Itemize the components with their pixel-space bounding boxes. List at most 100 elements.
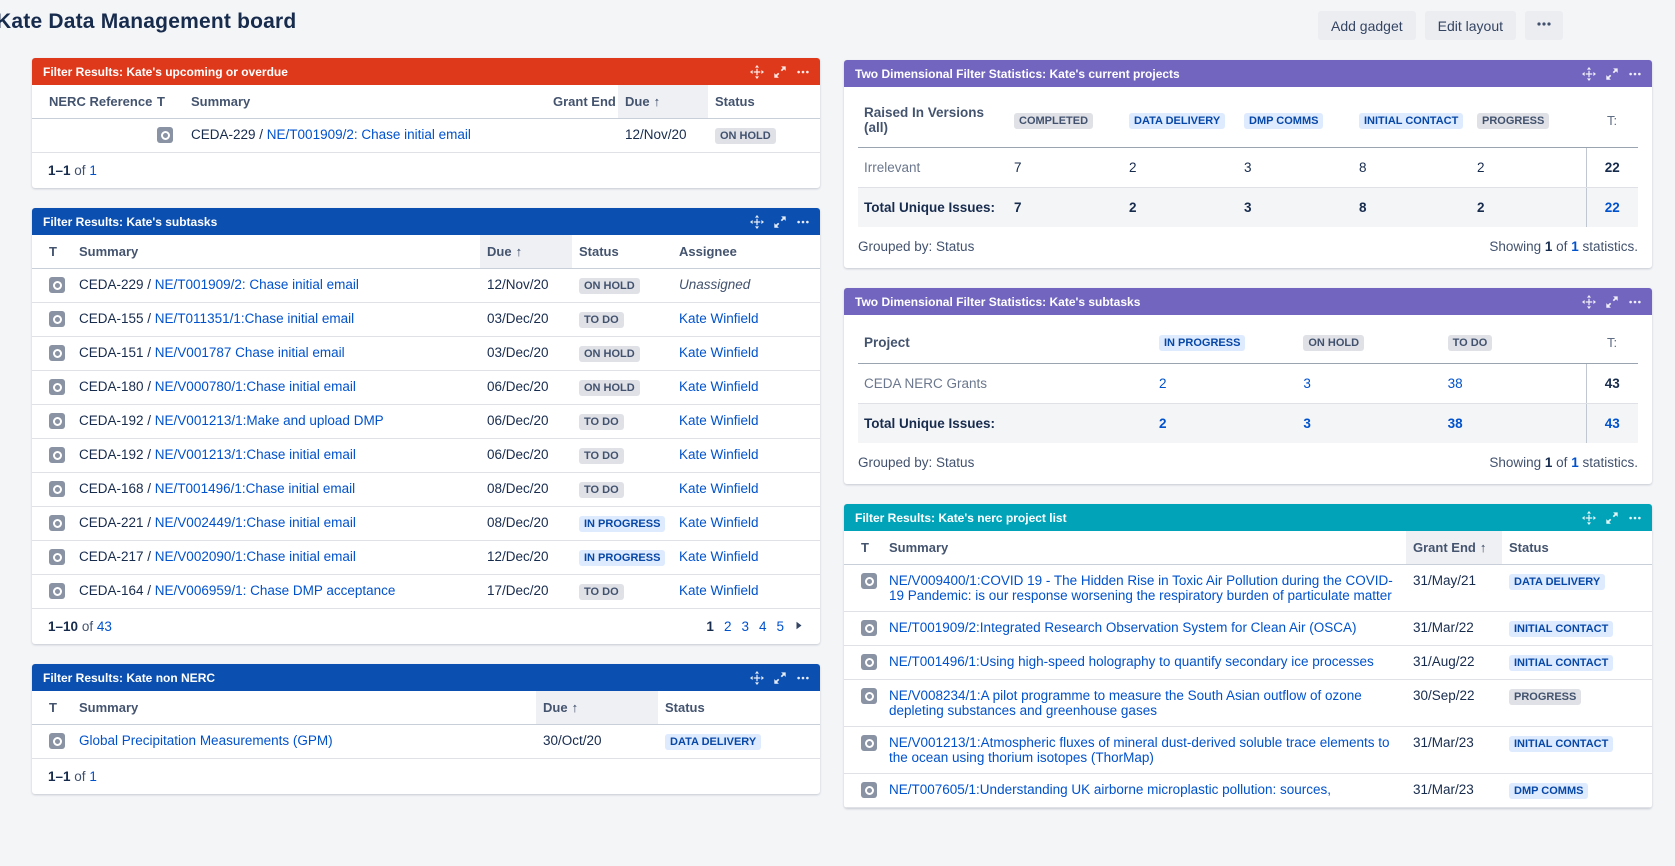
issue-link[interactable]: NE/V000780/1:Chase initial email xyxy=(154,379,356,394)
column-header-assignee[interactable]: Assignee xyxy=(672,235,820,269)
column-header-type[interactable]: T xyxy=(150,85,184,119)
status-column-header: IN PROGRESS xyxy=(1153,321,1298,364)
page-link[interactable]: 4 xyxy=(758,619,767,634)
issue-link[interactable]: NE/T001909/2: Chase initial email xyxy=(266,127,471,142)
grand-total-link[interactable]: 43 xyxy=(1585,403,1638,443)
total-column-header: T: xyxy=(1586,321,1638,364)
column-header-grant-end-sorted[interactable]: Grant End ↑ xyxy=(1406,531,1502,565)
issue-link[interactable]: NE/V001213/1:Chase initial email xyxy=(154,447,356,462)
column-header-nerc-reference[interactable]: NERC Reference xyxy=(32,85,152,119)
column-header-status[interactable]: Status xyxy=(658,691,820,725)
total-count-link[interactable]: 1 xyxy=(89,163,97,178)
page-link[interactable]: 5 xyxy=(776,619,784,634)
column-header-summary[interactable]: Summary xyxy=(184,85,546,119)
assignee-link[interactable]: Kate Winfield xyxy=(679,515,759,530)
expand-icon[interactable] xyxy=(773,671,787,685)
expand-icon[interactable] xyxy=(773,215,787,229)
column-header-due-sorted[interactable]: Due ↑ xyxy=(618,85,708,119)
gadget-menu-icon[interactable] xyxy=(1628,67,1642,81)
gadget-menu-icon[interactable] xyxy=(1628,295,1642,309)
column-header-status[interactable]: Status xyxy=(1502,531,1652,565)
page-link[interactable]: 2 xyxy=(723,619,732,634)
row-total: 43 xyxy=(1585,363,1638,404)
table-row: NE/V009400/1:COVID 19 - The Hidden Rise … xyxy=(844,564,1652,612)
assignee-link[interactable]: Kate Winfield xyxy=(679,447,759,462)
gadget-menu-icon[interactable] xyxy=(1628,511,1642,525)
move-icon[interactable] xyxy=(750,214,764,229)
expand-icon[interactable] xyxy=(1605,67,1619,81)
stat-value-link[interactable]: 3 xyxy=(1303,376,1311,391)
move-icon[interactable] xyxy=(1582,510,1596,525)
assignee-link[interactable]: Kate Winfield xyxy=(679,583,759,598)
due-date: 30/Oct/20 xyxy=(536,724,658,759)
column-header-summary[interactable]: Summary xyxy=(882,531,1406,565)
column-header-type[interactable]: T xyxy=(844,531,882,565)
gadget-upcoming-or-overdue: Filter Results: Kate's upcoming or overd… xyxy=(32,58,820,188)
status-column-header: COMPLETED xyxy=(1008,93,1123,148)
column-header-summary[interactable]: Summary xyxy=(72,691,536,725)
issue-link[interactable]: NE/T001909/2: Chase initial email xyxy=(154,277,359,292)
expand-icon[interactable] xyxy=(1605,295,1619,309)
page-range: 1–1 xyxy=(48,163,71,178)
gadget-title: Filter Results: Kate's nerc project list xyxy=(855,510,1067,525)
stat-value-link[interactable]: 38 xyxy=(1447,376,1463,391)
gadget-header: Filter Results: Kate's upcoming or overd… xyxy=(32,58,820,85)
move-icon[interactable] xyxy=(750,670,764,685)
gadget-title: Filter Results: Kate's subtasks xyxy=(43,214,218,229)
add-gadget-button[interactable]: Add gadget xyxy=(1318,11,1416,40)
assignee-link[interactable]: Kate Winfield xyxy=(679,345,759,360)
column-header-due-sorted[interactable]: Due ↑ xyxy=(536,691,658,725)
page-link[interactable]: 3 xyxy=(741,619,749,634)
issue-link[interactable]: NE/T001496/1:Using high-speed holography… xyxy=(889,654,1374,669)
issue-link[interactable]: NE/V001213/1:Atmospheric fluxes of miner… xyxy=(889,735,1390,765)
issue-link[interactable]: NE/V002090/1:Chase initial email xyxy=(154,549,356,564)
gadget-title: Two Dimensional Filter Statistics: Kate'… xyxy=(855,294,1141,309)
expand-icon[interactable] xyxy=(773,65,787,79)
grand-total-link[interactable]: 22 xyxy=(1585,187,1638,227)
column-header-due-sorted[interactable]: Due ↑ xyxy=(480,235,572,269)
assignee-link[interactable]: Kate Winfield xyxy=(679,413,759,428)
gadget-menu-icon[interactable] xyxy=(796,671,810,685)
issue-link[interactable]: NE/V006959/1: Chase DMP acceptance xyxy=(154,583,396,598)
issue-link[interactable]: NE/V001213/1:Make and upload DMP xyxy=(154,413,384,428)
gadget-menu-icon[interactable] xyxy=(796,215,810,229)
stat-total-link[interactable]: 2 xyxy=(1159,416,1167,431)
assignee-link[interactable]: Kate Winfield xyxy=(679,311,759,326)
dashboard-more-button[interactable] xyxy=(1525,11,1563,40)
issue-link[interactable]: NE/T011351/1:Chase initial email xyxy=(154,311,355,326)
stat-value-link[interactable]: 2 xyxy=(1159,376,1167,391)
stat-total-link[interactable]: 38 xyxy=(1447,416,1463,431)
assignee-link[interactable]: Kate Winfield xyxy=(679,379,759,394)
column-header-summary[interactable]: Summary xyxy=(72,235,480,269)
issue-link[interactable]: NE/V002449/1:Chase initial email xyxy=(154,515,356,530)
issue-link[interactable]: Global Precipitation Measurements (GPM) xyxy=(79,733,333,748)
issue-link[interactable]: NE/V009400/1:COVID 19 - The Hidden Rise … xyxy=(889,573,1393,603)
edit-layout-button[interactable]: Edit layout xyxy=(1424,11,1516,40)
column-header-type[interactable]: T xyxy=(32,691,72,725)
table-row: CEDA-155 / NE/T011351/1:Chase initial em… xyxy=(32,302,820,337)
column-header-grant-end[interactable]: Grant End xyxy=(546,85,618,119)
assignee-link[interactable]: Kate Winfield xyxy=(679,549,759,564)
row-label: Irrelevant xyxy=(858,147,1008,188)
column-header-type[interactable]: T xyxy=(32,235,72,269)
status-badge: TO DO xyxy=(579,312,624,328)
assignee-link[interactable]: Kate Winfield xyxy=(679,481,759,496)
issue-link[interactable]: NE/T007605/1:Understanding UK airborne m… xyxy=(889,782,1331,797)
total-count-link[interactable]: 1 xyxy=(89,769,97,784)
move-icon[interactable] xyxy=(1582,66,1596,81)
issue-link[interactable]: NE/T001909/2:Integrated Research Observa… xyxy=(889,620,1357,635)
due-date: 06/Dec/20 xyxy=(480,438,572,473)
move-icon[interactable] xyxy=(1582,294,1596,309)
issue-link[interactable]: NE/T001496/1:Chase initial email xyxy=(154,481,356,496)
total-count-link[interactable]: 43 xyxy=(96,619,112,634)
stat-total-link[interactable]: 3 xyxy=(1303,416,1311,431)
gadget-title: Two Dimensional Filter Statistics: Kate'… xyxy=(855,66,1180,81)
next-page-icon[interactable] xyxy=(794,619,804,634)
move-icon[interactable] xyxy=(750,64,764,79)
column-header-status[interactable]: Status xyxy=(708,85,820,119)
issue-link[interactable]: NE/V008234/1:A pilot programme to measur… xyxy=(889,688,1362,718)
column-header-status[interactable]: Status xyxy=(572,235,672,269)
issue-link[interactable]: NE/V001787 Chase initial email xyxy=(154,345,345,360)
gadget-menu-icon[interactable] xyxy=(796,65,810,79)
expand-icon[interactable] xyxy=(1605,511,1619,525)
